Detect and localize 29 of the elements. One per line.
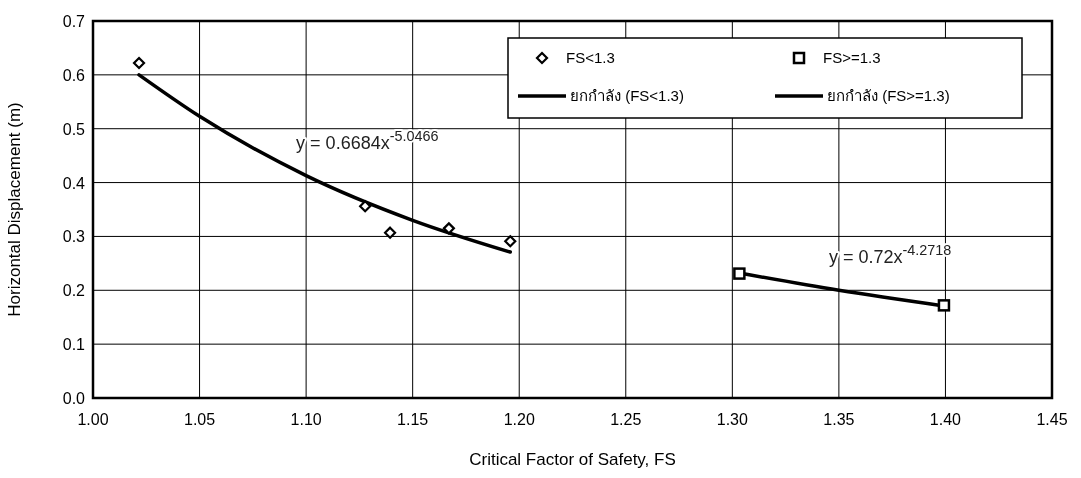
legend-label: ยกกำลัง (FS>=1.3) [827, 87, 950, 104]
y-tick-label: 0.7 [62, 13, 86, 30]
point [504, 235, 517, 248]
y-tick-label: 0.4 [62, 174, 86, 192]
x-tick-label: 1.15 [397, 411, 429, 428]
legend-label: FS<1.3 [566, 49, 615, 66]
x-tick-label: 1.05 [183, 411, 216, 428]
x-tick-label: 1.40 [929, 411, 962, 428]
y-tick-label: 0.5 [62, 120, 86, 138]
point [383, 226, 397, 239]
legend-label: FS>=1.3 [823, 49, 881, 66]
y-tick-label: 0.6 [62, 66, 86, 84]
y-tick-label: 0.2 [62, 282, 86, 300]
point [733, 267, 746, 280]
x-tick-label: 1.00 [77, 411, 109, 428]
legend-label: ยกกำลัง (FS<1.3) [570, 87, 684, 104]
x-tick-label: 1.25 [610, 411, 642, 428]
point [132, 56, 146, 70]
point [937, 299, 951, 312]
x-axis-title: Critical Factor of Safety, FS [469, 450, 676, 469]
x-tick-label: 1.35 [823, 411, 855, 428]
y-tick-label: 0.3 [62, 228, 86, 246]
y-tick-label: 0.0 [62, 390, 86, 407]
x-tick-label: 1.10 [290, 411, 322, 428]
x-tick-label: 1.20 [503, 411, 535, 428]
y-axis-title: Horizontal Displacement (m) [5, 102, 24, 317]
x-tick-label: 1.30 [716, 411, 749, 428]
x-tick-label: 1.45 [1036, 411, 1068, 428]
y-tick-label: 0.1 [62, 336, 86, 354]
